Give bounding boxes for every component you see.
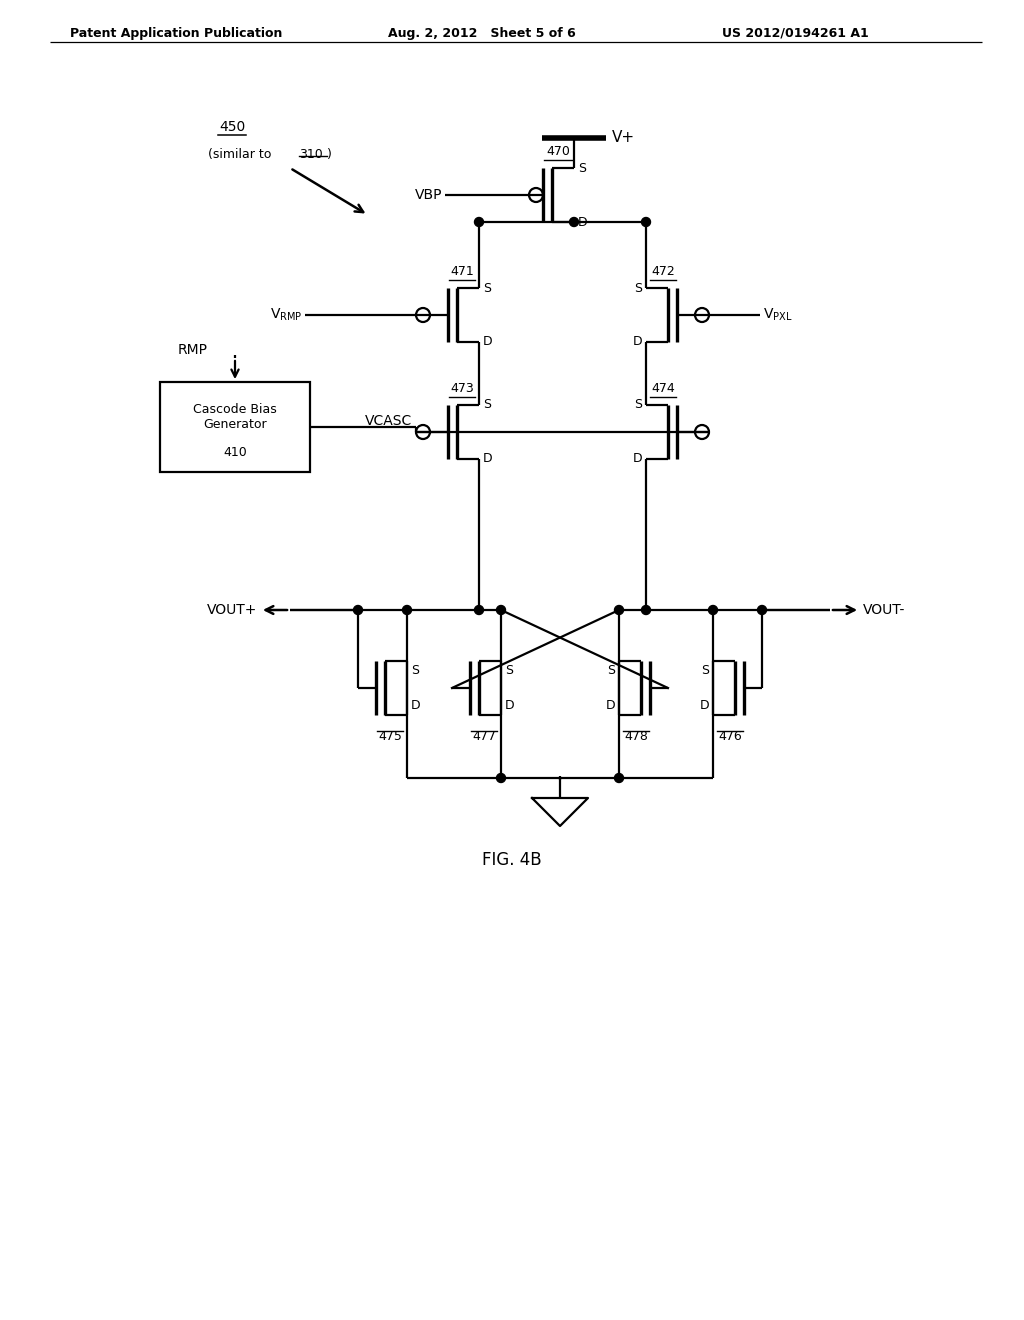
Text: S: S [634,399,642,412]
Text: S: S [701,664,709,677]
Text: Cascode Bias
Generator: Cascode Bias Generator [194,403,276,432]
Text: S: S [578,161,586,174]
Circle shape [353,606,362,615]
Text: 474: 474 [651,381,675,395]
Text: VOUT+: VOUT+ [207,603,257,616]
Text: 475: 475 [378,730,402,743]
Text: V$_{\rm RMP}$: V$_{\rm RMP}$ [269,306,302,323]
Text: 472: 472 [651,265,675,279]
Circle shape [641,606,650,615]
Text: D: D [633,335,642,348]
Circle shape [497,774,506,783]
Circle shape [709,606,718,615]
Text: V$_{\rm PXL}$: V$_{\rm PXL}$ [763,306,793,323]
FancyBboxPatch shape [160,381,310,473]
Text: VBP: VBP [415,187,442,202]
Text: 477: 477 [472,730,496,743]
Text: D: D [483,335,493,348]
Text: 450: 450 [219,120,245,135]
Text: V+: V+ [612,131,635,145]
Circle shape [474,218,483,227]
Text: FIG. 4B: FIG. 4B [482,851,542,869]
Text: D: D [483,453,493,466]
Text: S: S [505,664,513,677]
Text: RMP: RMP [178,343,208,356]
Text: D: D [605,700,615,711]
Text: S: S [634,281,642,294]
Text: VOUT-: VOUT- [863,603,905,616]
Text: 470: 470 [546,145,570,158]
Text: 473: 473 [451,381,474,395]
Circle shape [614,606,624,615]
Text: US 2012/0194261 A1: US 2012/0194261 A1 [722,26,868,40]
Text: VCASC: VCASC [365,414,412,428]
Text: 310: 310 [299,148,323,161]
Circle shape [474,606,483,615]
Circle shape [569,218,579,227]
Text: 410: 410 [223,446,247,459]
Text: D: D [699,700,709,711]
Text: Aug. 2, 2012   Sheet 5 of 6: Aug. 2, 2012 Sheet 5 of 6 [388,26,575,40]
Text: Patent Application Publication: Patent Application Publication [70,26,283,40]
Text: D: D [411,700,421,711]
Text: S: S [607,664,615,677]
Text: D: D [505,700,515,711]
Text: S: S [411,664,419,677]
Text: D: D [633,453,642,466]
Circle shape [402,606,412,615]
Text: S: S [483,281,490,294]
Text: 471: 471 [451,265,474,279]
Circle shape [641,218,650,227]
Circle shape [497,606,506,615]
Circle shape [614,774,624,783]
Text: ): ) [327,148,332,161]
Text: D: D [578,215,588,228]
Text: 478: 478 [624,730,648,743]
Text: S: S [483,399,490,412]
Text: (similar to: (similar to [208,148,275,161]
Text: 476: 476 [718,730,741,743]
Circle shape [758,606,767,615]
